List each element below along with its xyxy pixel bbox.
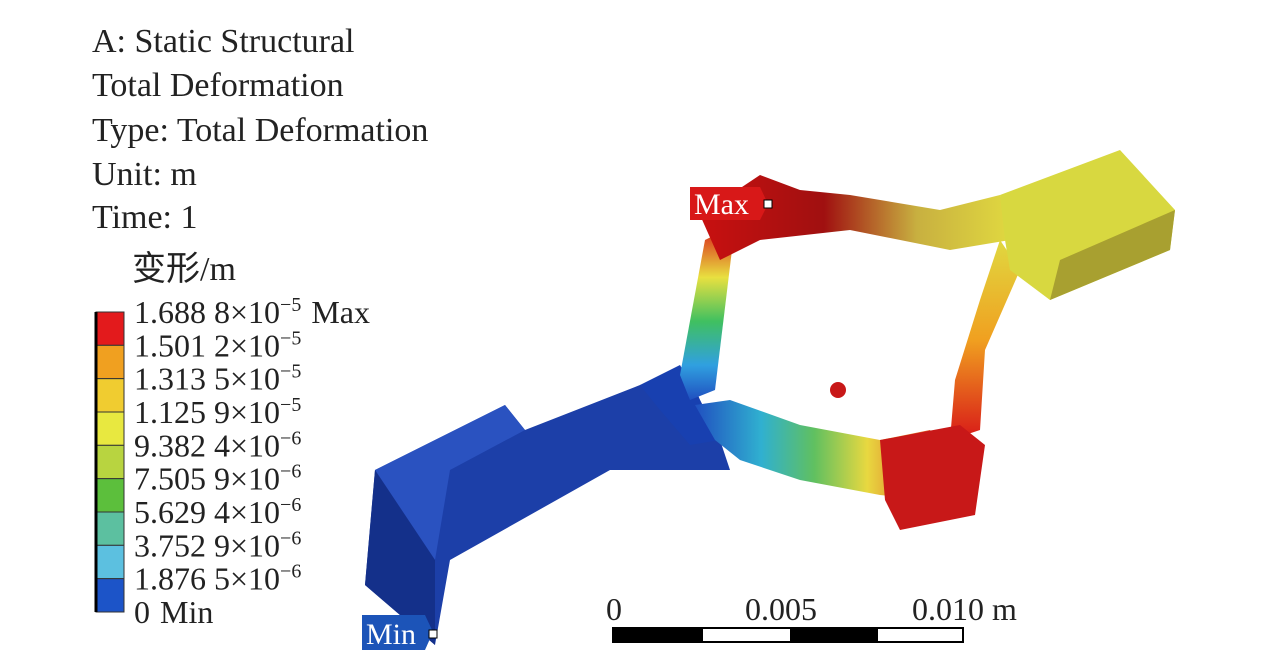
legend-mantissa: 0 — [134, 594, 150, 630]
scale-segment — [613, 628, 703, 642]
header: A: Static Structural Total Deformation T… — [92, 23, 428, 288]
legend-mantissa: 3.752 9×10 — [134, 527, 280, 563]
legend-mantissa: 1.876 5×10 — [134, 561, 280, 597]
legend-swatch — [95, 478, 125, 513]
legend-mantissa: 5.629 4×10 — [134, 494, 280, 530]
min-marker: Min — [362, 615, 438, 651]
legend-label: 3.752 9×10−6 — [134, 527, 301, 563]
legend-swatch — [95, 544, 125, 580]
scale-bar: 0 0.005 0.010 m — [606, 591, 1017, 643]
legend-mantissa: 9.382 4×10 — [134, 427, 280, 463]
scale-label: 0 — [606, 591, 622, 627]
min-pin — [428, 629, 438, 639]
legend-mantissa: 1.125 9×10 — [134, 394, 280, 430]
legend-mantissa: 1.501 2×10 — [134, 327, 280, 363]
legend-label: 1.125 9×10−5 — [134, 394, 301, 430]
legend-swatch — [95, 378, 125, 413]
min-box — [362, 615, 433, 650]
header-line: Total Deformation — [92, 67, 344, 104]
legend-swatch — [95, 344, 125, 380]
max-box — [690, 187, 768, 220]
max-pin — [763, 199, 773, 209]
legend-exponent: −6 — [280, 494, 301, 516]
legend-label: 1.501 2×10−5 — [134, 327, 301, 363]
scale-label: 0.010 m — [912, 591, 1017, 627]
blue-face — [375, 405, 525, 560]
dot — [830, 382, 846, 398]
min-label: Min — [366, 618, 416, 651]
header-line: A: Static Structural — [92, 23, 355, 60]
legend-mantissa: 7.505 9×10 — [134, 461, 280, 497]
legend-label: 5.629 4×10−6 — [134, 494, 301, 530]
legend-exponent: −6 — [280, 527, 301, 549]
legend-exponent: −6 — [280, 427, 301, 449]
top-arm — [700, 175, 1010, 260]
legend-label: 1.313 5×10−5 — [134, 361, 301, 397]
red-block — [880, 425, 985, 530]
model — [365, 150, 1175, 645]
legend-exponent: −6 — [280, 461, 301, 483]
legend-swatch — [95, 411, 125, 446]
legend-swatch — [95, 511, 125, 546]
legend-label: 1.688 8×10−5 Max — [134, 294, 370, 330]
header-line: Time: 1 — [92, 199, 198, 236]
legend-label: 0 Min — [134, 594, 213, 630]
legend-label: 7.505 9×10−6 — [134, 461, 301, 497]
yellow-side — [1050, 210, 1175, 300]
legend-exponent: −5 — [280, 394, 301, 416]
legend-exponent: −6 — [280, 561, 301, 583]
legend-label: 1.876 5×10−6 — [134, 561, 301, 597]
legend-swatch — [95, 311, 125, 346]
max-label: Max — [694, 188, 749, 221]
header-line: Type: Total Deformation — [92, 112, 428, 149]
legend-exponent: −5 — [280, 361, 301, 383]
legend-label: 9.382 4×10−6 — [134, 427, 301, 463]
legend-exponent: −5 — [280, 294, 301, 316]
legend-mantissa: 1.313 5×10 — [134, 361, 280, 397]
legend-mantissa: 1.688 8×10 — [134, 294, 280, 330]
legend-swatch — [95, 578, 125, 613]
legend-swatch — [95, 444, 125, 480]
blue-end — [365, 470, 435, 645]
legend-suffix: Max — [311, 294, 370, 330]
legend-exponent: −5 — [280, 327, 301, 349]
right-arm — [950, 240, 1020, 440]
left-arm — [680, 225, 735, 400]
scale-label: 0.005 — [745, 591, 817, 627]
scale-segment — [790, 628, 878, 642]
max-marker: Max — [690, 187, 773, 221]
header-line: Unit: m — [92, 156, 197, 193]
blue-step — [640, 365, 720, 445]
legend-title: 变形/m — [132, 250, 236, 288]
legend-suffix: Min — [160, 594, 213, 630]
